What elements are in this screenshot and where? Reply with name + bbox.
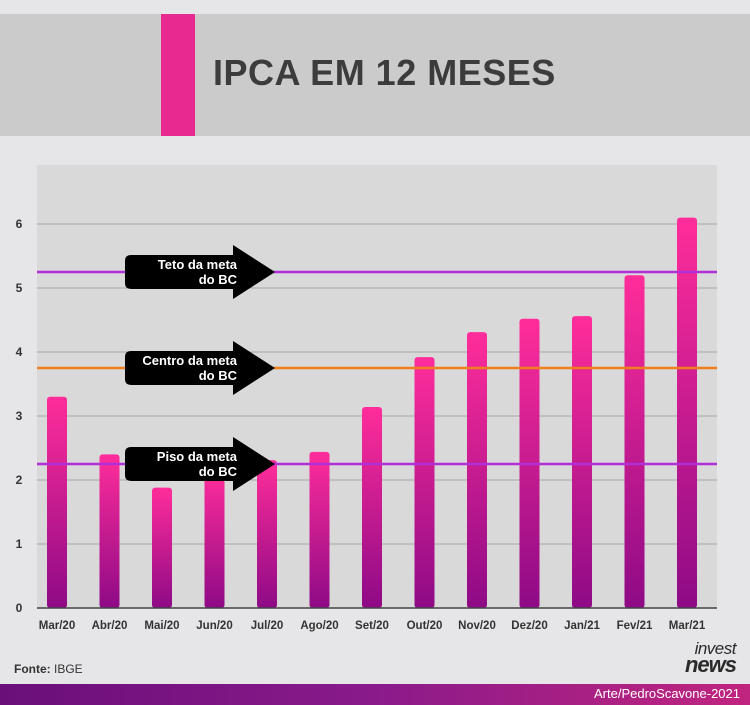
x-tick-label: Nov/20	[458, 620, 496, 632]
bar	[572, 316, 592, 608]
investnews-logo: invest news	[666, 639, 737, 678]
logo-line-2: news	[684, 652, 737, 678]
reference-label: Centro da meta do BC	[142, 353, 237, 383]
bar	[152, 487, 172, 608]
bar	[257, 460, 277, 608]
y-tick-label: 3	[16, 409, 23, 423]
x-tick-label: Mai/20	[144, 620, 179, 632]
bar	[624, 275, 645, 608]
bar	[467, 332, 487, 608]
x-tick-label: Out/20	[407, 620, 443, 632]
source-value: IBGE	[54, 662, 83, 676]
x-tick-label: Dez/20	[511, 620, 547, 632]
x-tick-label: Fev/21	[617, 620, 653, 632]
header-accent-bar	[161, 14, 195, 136]
reference-callout	[125, 245, 275, 299]
x-tick-label: Set/20	[355, 620, 389, 632]
x-tick-label: Jul/20	[251, 620, 284, 632]
bar	[414, 357, 435, 608]
chart-title: IPCA EM 12 MESES	[213, 52, 556, 93]
logo-line-1: invest	[694, 639, 737, 658]
reference-callout	[125, 437, 275, 491]
x-tick-label: Mar/21	[669, 620, 706, 632]
x-tick-label: Jan/21	[564, 620, 600, 632]
bar	[47, 396, 67, 608]
reference-label: Piso da meta do BC	[157, 449, 238, 479]
x-tick-label: Jun/20	[196, 620, 232, 632]
x-tick-label: Mar/20	[39, 620, 75, 632]
bar	[204, 471, 225, 608]
reference-callout	[125, 341, 275, 395]
bar	[309, 451, 330, 608]
footer-band: Arte/PedroScavone-2021	[0, 684, 750, 705]
y-tick-label: 4	[16, 345, 23, 359]
header-band: IPCA EM 12 MESES	[0, 14, 750, 136]
bar	[99, 454, 120, 608]
y-tick-label: 1	[16, 537, 23, 551]
footer-credit: Arte/PedroScavone-2021	[594, 686, 740, 701]
y-tick-label: 2	[16, 473, 23, 487]
source-label: Fonte:	[14, 662, 51, 676]
bar	[677, 217, 697, 608]
y-tick-label: 5	[16, 281, 23, 295]
source-note: Fonte: IBGE	[14, 662, 83, 676]
reference-label: Teto da meta do BC	[158, 257, 238, 287]
bar	[362, 407, 382, 608]
x-tick-label: Abr/20	[92, 620, 128, 632]
y-tick-label: 0	[16, 601, 23, 615]
y-tick-label: 6	[16, 217, 23, 231]
x-tick-label: Ago/20	[300, 620, 338, 632]
